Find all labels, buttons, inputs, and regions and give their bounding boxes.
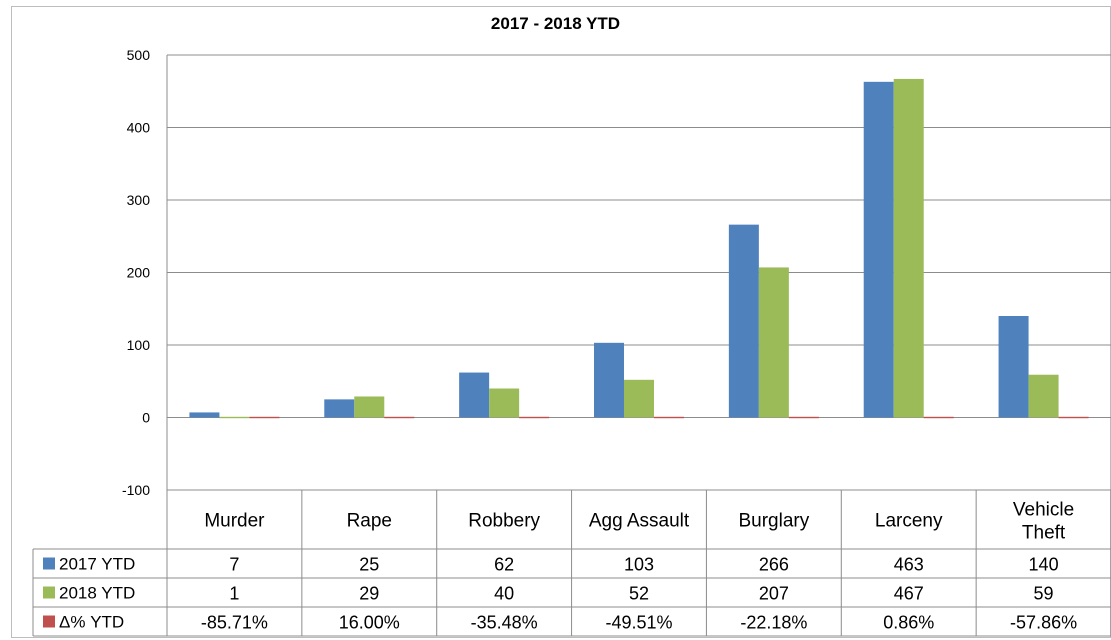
legend-key-delta bbox=[43, 615, 55, 628]
table-cell: 62 bbox=[494, 555, 514, 575]
category-label: Larceny bbox=[875, 511, 943, 532]
bar-delta bbox=[249, 416, 280, 419]
bar-2018 bbox=[624, 379, 654, 418]
bar-2017 bbox=[998, 316, 1029, 418]
table-cell: 207 bbox=[759, 584, 789, 604]
bar-2018 bbox=[1028, 374, 1059, 418]
bar-2017 bbox=[863, 81, 894, 418]
table-cell: 463 bbox=[894, 555, 924, 575]
bar-delta bbox=[788, 416, 819, 419]
bar-2018 bbox=[758, 267, 789, 418]
table-cell: 266 bbox=[759, 555, 789, 575]
chart-title: 2017 - 2018 YTD bbox=[490, 14, 621, 33]
y-tick-label: 0 bbox=[142, 410, 150, 426]
bar-2017 bbox=[728, 224, 759, 418]
table-cell: 1 bbox=[229, 584, 239, 604]
table-cell: 140 bbox=[1029, 555, 1059, 575]
legend-key-2018 bbox=[43, 586, 55, 599]
bar-2018 bbox=[489, 388, 520, 418]
table-cell: -35.48% bbox=[471, 613, 538, 633]
bar-2017 bbox=[324, 399, 355, 418]
table-cell: 103 bbox=[624, 555, 654, 575]
table-cell: 0.86% bbox=[883, 613, 934, 633]
category-label: Agg Assault bbox=[589, 511, 690, 532]
bar-delta bbox=[923, 416, 954, 419]
table-cell: 25 bbox=[359, 555, 379, 575]
y-tick-label: 400 bbox=[127, 120, 151, 136]
y-tick-label: -100 bbox=[122, 482, 150, 498]
table-cell: 40 bbox=[494, 584, 514, 604]
category-label: Robbery bbox=[468, 511, 540, 532]
table-cell: 59 bbox=[1034, 584, 1054, 604]
bar-delta bbox=[1058, 416, 1089, 419]
legend-label: 2018 YTD bbox=[59, 584, 135, 603]
y-tick-label: 500 bbox=[127, 47, 151, 63]
table-cell: -22.18% bbox=[740, 613, 807, 633]
bar-delta bbox=[519, 416, 550, 419]
table-cell: 467 bbox=[894, 584, 924, 604]
legend-label: 2017 YTD bbox=[59, 555, 135, 574]
category-label: Murder bbox=[204, 511, 265, 532]
category-label: Burglary bbox=[738, 511, 809, 532]
category-label: Rape bbox=[347, 511, 392, 532]
bar-2017 bbox=[594, 342, 624, 418]
table-cell: -85.71% bbox=[201, 613, 268, 633]
bar-2018 bbox=[354, 396, 385, 418]
table-cell: 29 bbox=[359, 584, 379, 604]
y-tick-label: 200 bbox=[127, 265, 151, 281]
bar-2017 bbox=[459, 372, 490, 418]
bar-2017 bbox=[189, 412, 220, 418]
category-label: Vehicle Theft bbox=[1013, 500, 1074, 544]
legend-key-2017 bbox=[43, 557, 55, 570]
bar-2018 bbox=[219, 416, 250, 419]
table-cell: 16.00% bbox=[339, 613, 400, 633]
bar-delta bbox=[654, 416, 684, 419]
table-cell: 52 bbox=[629, 584, 649, 604]
y-tick-label: 100 bbox=[127, 337, 151, 353]
chart-frame bbox=[11, 6, 1111, 638]
table-cell: -49.51% bbox=[605, 613, 672, 633]
bar-delta bbox=[384, 416, 415, 419]
bar-2018 bbox=[893, 78, 924, 418]
legend-label: Δ% YTD bbox=[59, 613, 124, 632]
table-cell: -57.86% bbox=[1010, 613, 1077, 633]
table-cell: 7 bbox=[229, 555, 239, 575]
y-tick-label: 300 bbox=[127, 192, 151, 208]
